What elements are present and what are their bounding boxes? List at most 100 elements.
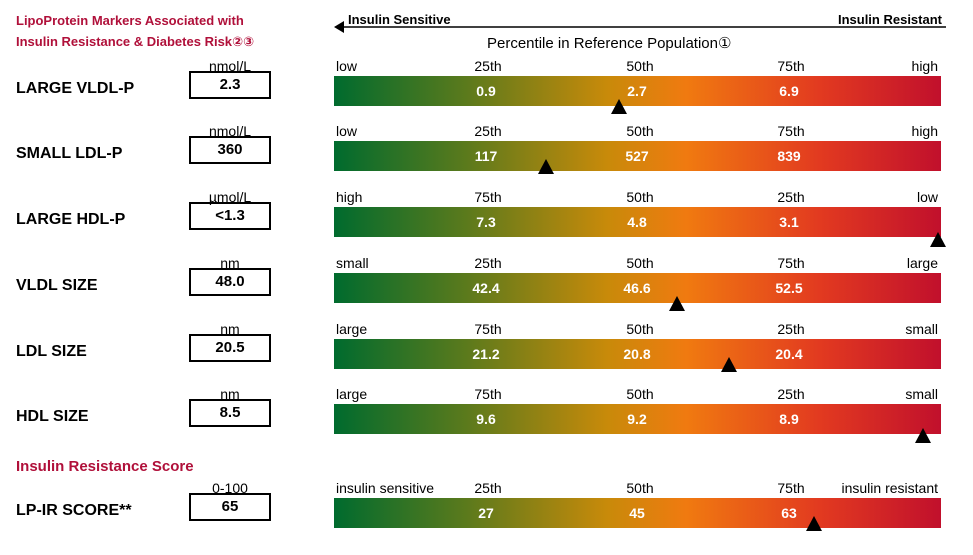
percentile-bar-value: 7.3 — [476, 214, 496, 230]
percentile-tick-label: low — [336, 123, 358, 139]
percentile-bar-value: 9.6 — [476, 411, 496, 427]
percentile-tick-label: 75th — [777, 58, 805, 74]
percentile-tick-label: insulin resistant — [841, 480, 939, 496]
sensitivity-arrow — [334, 21, 946, 33]
percentile-bar — [334, 76, 941, 106]
percentile-tick-label: 75th — [474, 321, 502, 337]
percentile-tick-label: 50th — [626, 58, 654, 74]
marker-name: LARGE VLDL-P — [16, 80, 135, 97]
percentile-bar — [334, 207, 941, 237]
patient-marker-triangle — [805, 516, 822, 531]
insulin-sensitive-label: Insulin Sensitive — [348, 12, 451, 27]
percentile-tick-label: 25th — [474, 255, 502, 271]
marker-row: LDL SIZE nm 20.5 large 75th 50th 25th small 21.2… — [0, 321, 973, 391]
marker-row: SMALL LDL-P nmol/L 360 low 25th 50th 75th high 1… — [0, 123, 973, 193]
percentile-bar-value: 42.4 — [472, 280, 500, 296]
percentile-tick-label: 75th — [777, 255, 805, 271]
insulin-resistant-label: Insulin Resistant — [837, 12, 942, 27]
report-title: LipoProtein Markers Associated with Insu… — [16, 10, 254, 52]
percentile-tick-label: 75th — [777, 480, 805, 496]
marker-unit: 0-100 — [212, 480, 248, 496]
insulin-resistance-score-heading: Insulin Resistance Score — [16, 458, 194, 475]
percentile-tick-label: large — [336, 386, 368, 402]
percentile-bar-value: 117 — [474, 148, 498, 164]
percentile-tick-label: small — [336, 255, 369, 271]
marker-name: VLDL SIZE — [16, 277, 98, 294]
percentile-bar-value: 6.9 — [779, 83, 799, 99]
percentile-bar-value: 527 — [625, 148, 649, 164]
percentile-bar-value: 8.9 — [779, 411, 799, 427]
percentile-bar-value: 45 — [629, 505, 645, 521]
percentile-bar-value: 46.6 — [623, 280, 651, 296]
marker-row: VLDL SIZE nm 48.0 small 25th 50th 75th large 42.… — [0, 255, 973, 325]
percentile-tick-label: small — [905, 321, 938, 337]
marker-row: HDL SIZE nm 8.5 large 75th 50th 25th small 9.6 9.… — [0, 386, 973, 456]
percentile-tick-label: insulin sensitive — [336, 480, 435, 496]
marker-value-box: 8.5 — [189, 399, 271, 427]
percentile-bar-value: 52.5 — [775, 280, 803, 296]
percentile-bar-value: 27 — [478, 505, 494, 521]
percentile-bar-value: 21.2 — [472, 346, 500, 362]
patient-marker-triangle — [914, 428, 931, 443]
percentile-bar-value: 3.1 — [779, 214, 799, 230]
percentile-bar — [334, 339, 941, 369]
patient-marker-triangle — [720, 357, 737, 372]
percentile-bar-value: 839 — [777, 148, 801, 164]
marker-value-box: 2.3 — [189, 71, 271, 99]
marker-name: LARGE HDL-P — [16, 211, 126, 228]
percentile-bar — [334, 141, 941, 171]
percentile-bar-value: 20.4 — [775, 346, 803, 362]
percentile-heading: Percentile in Reference Population① — [487, 35, 732, 52]
patient-marker-triangle — [611, 99, 628, 114]
percentile-tick-label: small — [905, 386, 938, 402]
patient-marker-triangle — [929, 232, 946, 247]
percentile-tick-label: 25th — [777, 321, 805, 337]
marker-unit: nmol/L — [208, 123, 252, 139]
percentile-bar — [334, 404, 941, 434]
percentile-tick-label: 50th — [626, 480, 654, 496]
percentile-tick-label: 75th — [777, 123, 805, 139]
marker-unit: µmol/L — [208, 189, 252, 205]
report-title-line-2: Insulin Resistance & Diabetes Risk②③ — [16, 34, 255, 49]
percentile-bar-value: 0.9 — [476, 83, 496, 99]
percentile-tick-label: large — [336, 321, 368, 337]
percentile-bar-value: 63 — [781, 505, 797, 521]
marker-name: HDL SIZE — [16, 408, 89, 425]
percentile-tick-label: 25th — [777, 189, 805, 205]
patient-marker-triangle — [668, 296, 685, 311]
marker-row: LP-IR SCORE** 0-100 65 insulin sensitive 25t… — [0, 480, 973, 550]
report-title-line-1: LipoProtein Markers Associated with — [16, 13, 244, 28]
marker-value-box: 360 — [189, 136, 271, 164]
percentile-bar-value: 2.7 — [627, 83, 647, 99]
marker-value-box: 65 — [189, 493, 271, 521]
percentile-tick-label: low — [336, 58, 358, 74]
marker-row: LARGE VLDL-P nmol/L 2.3 low 25th 50th 75th high… — [0, 58, 973, 128]
percentile-bar-value: 20.8 — [623, 346, 651, 362]
percentile-tick-label: 25th — [474, 480, 502, 496]
marker-name: SMALL LDL-P — [16, 145, 123, 162]
percentile-tick-label: large — [906, 255, 938, 271]
marker-value-box: 20.5 — [189, 334, 271, 362]
marker-unit: nm — [220, 386, 240, 402]
percentile-tick-label: 50th — [626, 189, 654, 205]
percentile-tick-label: high — [336, 189, 363, 205]
percentile-tick-label: 50th — [626, 386, 654, 402]
marker-row: LARGE HDL-P µmol/L <1.3 high 75th 50th 25th low… — [0, 189, 973, 259]
percentile-bar — [334, 498, 941, 528]
marker-value-box: <1.3 — [189, 202, 271, 230]
percentile-tick-label: 50th — [626, 321, 654, 337]
marker-name: LP-IR SCORE** — [16, 502, 132, 519]
percentile-bar — [334, 273, 941, 303]
marker-unit: nmol/L — [208, 58, 252, 74]
percentile-tick-label: 75th — [474, 189, 502, 205]
patient-marker-triangle — [538, 159, 555, 174]
marker-unit: nm — [220, 255, 240, 271]
percentile-tick-label: 75th — [474, 386, 502, 402]
percentile-bar-value: 9.2 — [627, 411, 647, 427]
percentile-tick-label: 50th — [626, 255, 654, 271]
percentile-bar-value: 4.8 — [627, 214, 647, 230]
percentile-tick-label: 25th — [777, 386, 805, 402]
marker-unit: nm — [220, 321, 240, 337]
percentile-tick-label: 25th — [474, 58, 502, 74]
percentile-tick-label: high — [911, 123, 938, 139]
